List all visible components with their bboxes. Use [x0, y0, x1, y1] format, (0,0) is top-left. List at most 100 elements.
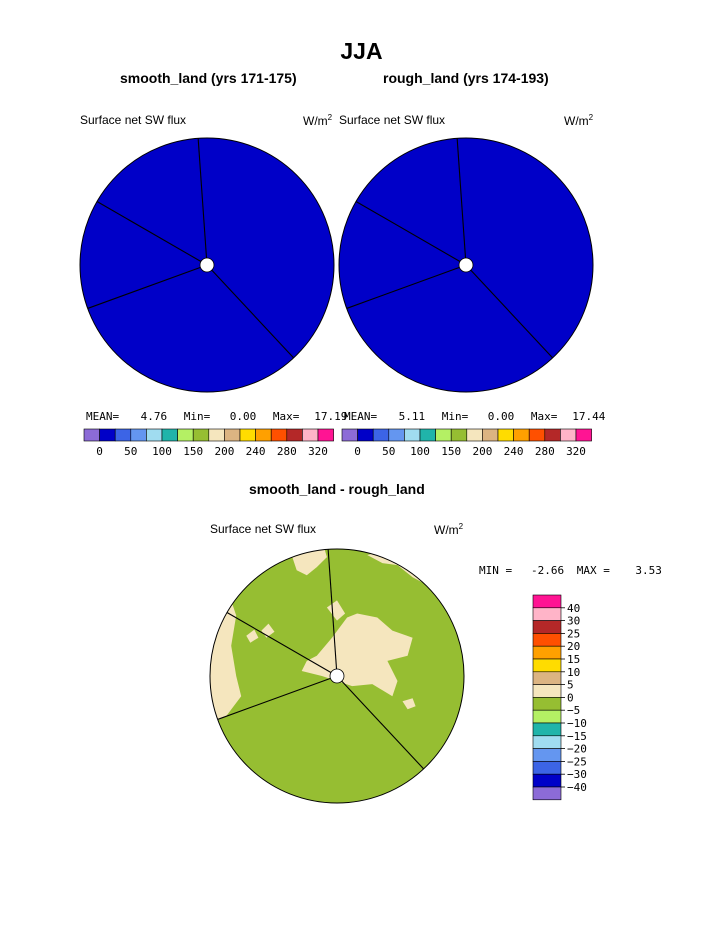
colorbar-rough: 0 50 100 150 200 240 280 320: [341, 428, 592, 458]
sector-line-1: [226, 612, 338, 677]
sector-line-3: [206, 264, 295, 359]
colorbar-diff-swatch: [532, 709, 562, 724]
colorbar-rough-label: 320: [566, 445, 586, 458]
colorbar-diff-label: 30: [567, 615, 580, 628]
colorbar-smooth-label: 0: [96, 445, 103, 458]
diff-min-label: MIN =: [479, 564, 513, 577]
colorbar-smooth-swatch: [83, 428, 100, 442]
colorbar-rough-swatch: [341, 428, 358, 442]
sector-line-0: [327, 549, 338, 677]
colorbar-rough-swatch: [528, 428, 546, 442]
figure-title: JJA: [340, 38, 383, 64]
colorbar-smooth-label: 320: [308, 445, 328, 458]
colorbar-rough-swatch: [466, 428, 483, 442]
colorbar-rough-label: 200: [472, 445, 492, 458]
colorbar-rough-swatch: [435, 428, 452, 442]
colorbar-rough-swatch: [388, 428, 405, 442]
colorbar-rough-label: 240: [504, 445, 524, 458]
mean-value: 5.11: [398, 410, 426, 423]
colorbar-smooth-swatch: [146, 428, 163, 442]
colorbar-smooth-swatch: [317, 428, 334, 442]
colorbar-rough-label: 0: [354, 445, 361, 458]
sector-line-0: [197, 138, 208, 266]
colorbar-smooth: 0 50 100 150 200 240 280 320: [83, 428, 334, 458]
diff-max-label: MAX =: [576, 564, 610, 577]
pole-hole: [199, 257, 215, 273]
colorbar-rough-swatch: [357, 428, 374, 442]
colorbar-smooth-swatch: [270, 428, 288, 442]
diff-title: smooth_land - rough_land: [249, 481, 425, 497]
colorbar-smooth-swatch: [208, 428, 225, 442]
colorbar-smooth-label: 100: [152, 445, 172, 458]
colorbar-diff-label: −15: [567, 730, 587, 743]
variable-label-smooth: Surface net SW flux: [80, 113, 187, 127]
colorbar-diff-swatch: [532, 645, 562, 660]
min-label: Min=: [183, 410, 211, 423]
colorbar-smooth-swatch: [224, 428, 241, 442]
colorbar-smooth-label: 240: [246, 445, 266, 458]
max-value: 17.19: [314, 410, 348, 423]
colorbar-rough-swatch: [497, 428, 514, 442]
patch-small-3: [246, 629, 259, 643]
patch-small-4: [402, 698, 416, 710]
colorbar-diff-swatch: [532, 761, 562, 775]
colorbar-diff-swatch: [532, 620, 562, 634]
colorbar-rough-swatch: [372, 428, 390, 442]
colorbar-diff-label: 15: [567, 653, 580, 666]
colorbar-diff-label: 0: [567, 691, 574, 704]
colorbar-rough-label: 100: [410, 445, 430, 458]
mean-label: MEAN=: [86, 410, 120, 423]
pole-hole: [329, 668, 345, 684]
patch-center: [301, 613, 413, 697]
colorbar-rough-swatch: [450, 428, 468, 442]
map-diff: [209, 548, 465, 804]
mean-value: 4.76: [140, 410, 168, 423]
diff-min-value: -2.66: [531, 564, 565, 577]
map-smooth-outline: [79, 137, 335, 393]
map-diff-outline: [209, 548, 465, 804]
sector-line-2: [87, 264, 208, 309]
colorbar-diff-label: −5: [567, 704, 580, 717]
sector-line-1: [96, 201, 208, 266]
patch-small-1: [326, 600, 346, 621]
panel-title-rough: rough_land (yrs 174-193): [383, 70, 549, 86]
colorbar-diff-label: −25: [567, 755, 587, 768]
units-label-rough: W/m2: [564, 113, 594, 128]
colorbar-smooth-swatch: [192, 428, 210, 442]
pole-hole: [458, 257, 474, 273]
variable-label-rough: Surface net SW flux: [339, 113, 446, 127]
colorbar-rough-label: 280: [535, 445, 555, 458]
mean-label: MEAN=: [344, 410, 378, 423]
colorbar-rough-label: 50: [382, 445, 395, 458]
colorbar-rough-swatch: [482, 428, 499, 442]
diff-stats: MIN = -2.66 MAX = 3.53: [479, 564, 662, 577]
panel-title-smooth: smooth_land (yrs 171-175): [120, 70, 297, 86]
units-label-smooth: W/m2: [303, 113, 333, 128]
min-label: Min=: [441, 410, 469, 423]
colorbar-rough-swatch: [419, 428, 436, 442]
stats-smooth: MEAN= 4.76 Min= 0.00 Max= 17.19: [86, 410, 347, 423]
map-rough: [338, 137, 594, 393]
min-value: 0.00: [229, 410, 257, 423]
colorbar-diff-swatch: [532, 722, 562, 737]
colorbar-diff-label: 25: [567, 627, 580, 640]
max-label: Max=: [530, 410, 558, 423]
diff-variable-label: Surface net SW flux: [210, 522, 317, 536]
sector-line-1: [355, 201, 467, 266]
colorbar-diff-swatch: [532, 633, 562, 647]
colorbar-diff-label: −30: [567, 768, 587, 781]
colorbar-diff-swatch: [532, 594, 562, 609]
colorbar-diff-swatch: [532, 684, 562, 698]
max-label: Max=: [272, 410, 300, 423]
colorbar-rough-swatch: [404, 428, 421, 442]
colorbar-diff-swatch: [532, 671, 562, 685]
sector-line-0: [456, 138, 467, 266]
colorbar-rough-swatch: [513, 428, 530, 442]
colorbar-diff-swatch: [532, 607, 562, 621]
sector-line-2: [346, 264, 467, 309]
colorbar-smooth-swatch: [302, 428, 319, 442]
colorbar-smooth-swatch: [161, 428, 178, 442]
colorbar-smooth-swatch: [239, 428, 256, 442]
